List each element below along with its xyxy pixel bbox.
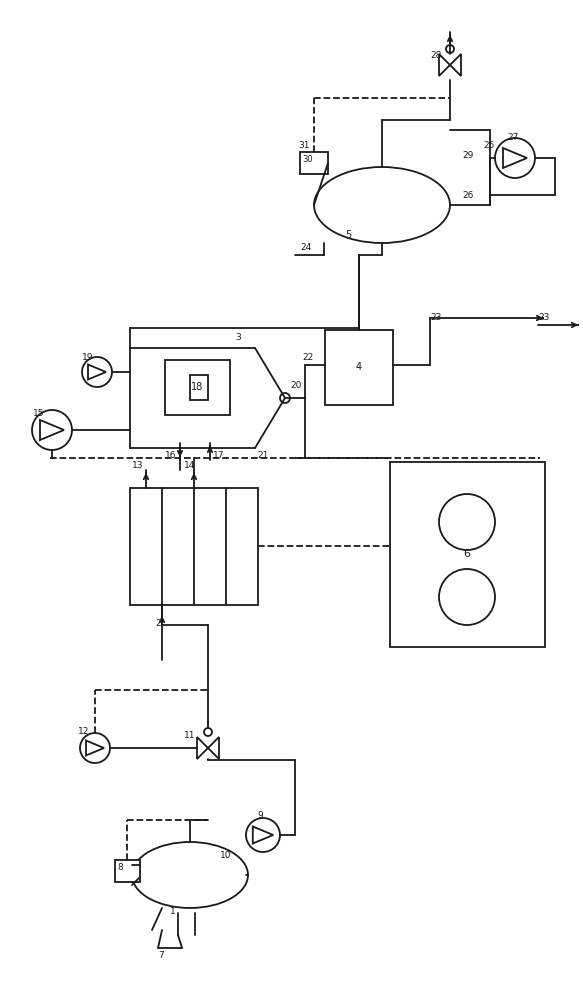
Text: 31: 31 bbox=[298, 141, 310, 150]
Text: 11: 11 bbox=[184, 732, 195, 741]
Text: 26: 26 bbox=[462, 191, 473, 200]
Circle shape bbox=[280, 393, 290, 403]
Text: 15: 15 bbox=[33, 409, 44, 417]
Text: 25: 25 bbox=[483, 140, 494, 149]
Polygon shape bbox=[450, 54, 461, 76]
Text: 4: 4 bbox=[356, 362, 362, 372]
Polygon shape bbox=[439, 54, 450, 76]
Bar bbox=[115, 860, 140, 882]
Ellipse shape bbox=[132, 842, 248, 908]
Text: 27: 27 bbox=[507, 132, 518, 141]
Text: 12: 12 bbox=[78, 728, 89, 737]
Text: 19: 19 bbox=[82, 353, 93, 362]
Bar bbox=[390, 462, 545, 647]
Polygon shape bbox=[197, 737, 208, 759]
Bar bbox=[165, 360, 230, 415]
Circle shape bbox=[495, 138, 535, 178]
Polygon shape bbox=[253, 826, 273, 844]
Text: 20: 20 bbox=[290, 382, 301, 391]
Bar bbox=[300, 152, 328, 174]
Text: 23: 23 bbox=[538, 313, 549, 322]
Polygon shape bbox=[503, 148, 527, 168]
Circle shape bbox=[439, 569, 495, 625]
Circle shape bbox=[246, 818, 280, 852]
Bar bbox=[130, 488, 258, 605]
Text: 10: 10 bbox=[220, 851, 231, 860]
Text: 6: 6 bbox=[463, 549, 470, 559]
Text: 3: 3 bbox=[235, 334, 241, 343]
Text: 1: 1 bbox=[170, 908, 175, 916]
Circle shape bbox=[32, 410, 72, 450]
Text: 28: 28 bbox=[430, 51, 441, 60]
Bar bbox=[190, 375, 208, 400]
Text: 22: 22 bbox=[302, 354, 313, 363]
Bar bbox=[325, 330, 393, 405]
Circle shape bbox=[204, 728, 212, 736]
Text: 2: 2 bbox=[156, 618, 161, 627]
Text: 24: 24 bbox=[300, 244, 311, 252]
Text: 7: 7 bbox=[158, 950, 164, 959]
Circle shape bbox=[439, 494, 495, 550]
Polygon shape bbox=[86, 741, 104, 755]
Circle shape bbox=[446, 45, 454, 53]
Text: 30: 30 bbox=[302, 155, 312, 164]
Text: 14: 14 bbox=[184, 461, 196, 470]
Text: 18: 18 bbox=[191, 382, 203, 392]
Text: 8: 8 bbox=[117, 864, 123, 873]
Polygon shape bbox=[88, 365, 106, 380]
Ellipse shape bbox=[314, 167, 450, 243]
Circle shape bbox=[82, 357, 112, 387]
Text: 9: 9 bbox=[257, 810, 263, 819]
Polygon shape bbox=[40, 420, 64, 440]
Text: 13: 13 bbox=[132, 461, 143, 470]
Text: 23: 23 bbox=[430, 313, 441, 322]
Text: 21: 21 bbox=[257, 451, 268, 460]
Text: 29: 29 bbox=[462, 150, 473, 159]
Text: 5: 5 bbox=[345, 230, 351, 240]
Polygon shape bbox=[208, 737, 219, 759]
Circle shape bbox=[80, 733, 110, 763]
Text: 16: 16 bbox=[165, 451, 177, 460]
Text: 17: 17 bbox=[213, 451, 224, 460]
